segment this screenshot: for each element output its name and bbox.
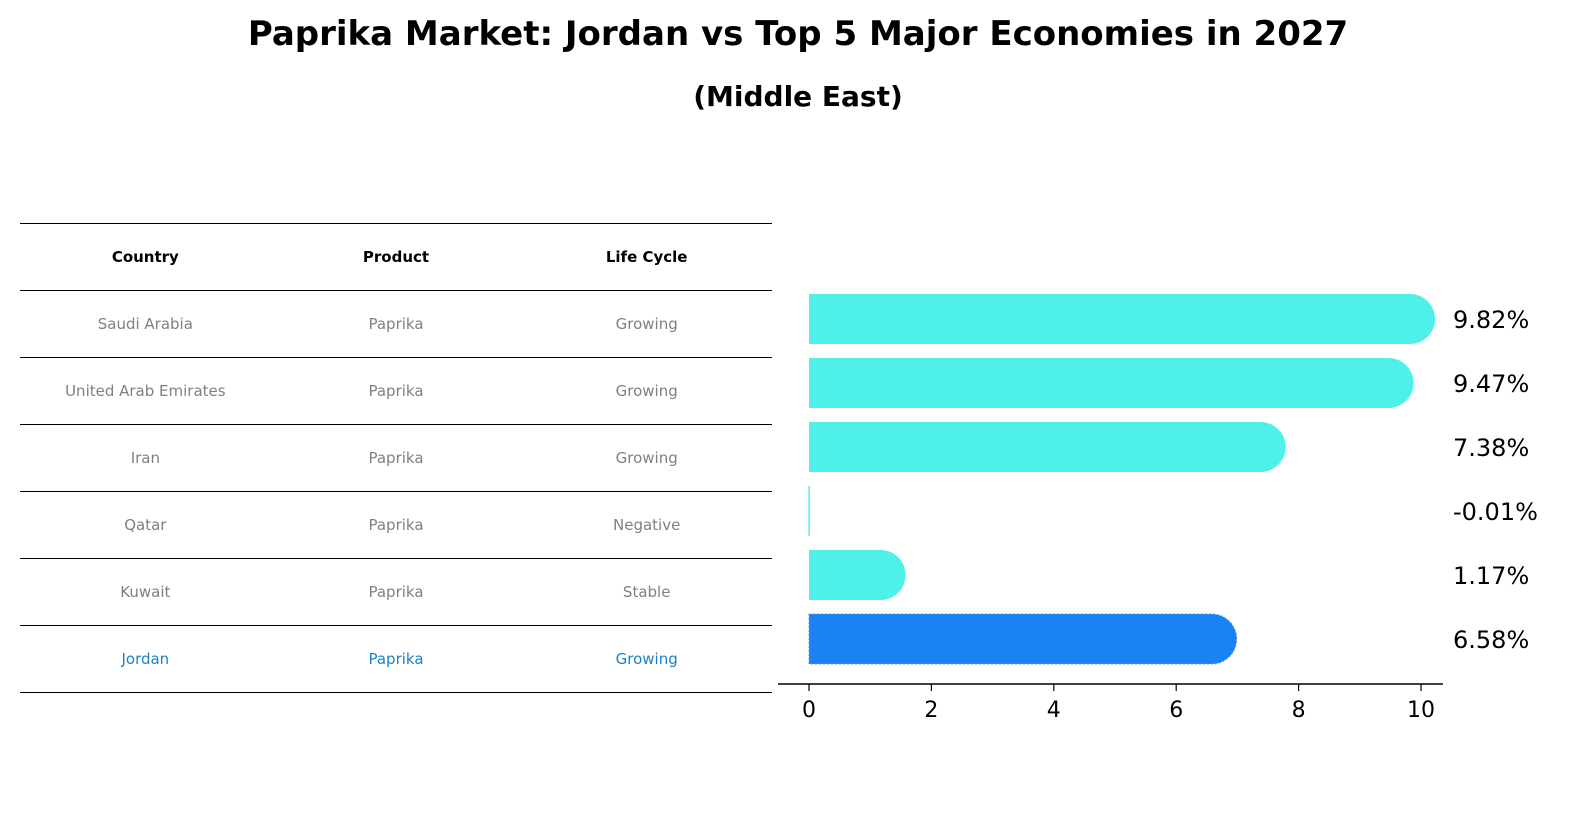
table-body: Saudi Arabia Paprika Growing United Arab Em…	[20, 290, 772, 693]
table-row: United Arab Emirates Paprika Growing	[20, 357, 772, 424]
x-tick-label: 6	[1169, 698, 1183, 723]
chart-subtitle: (Middle East)	[693, 80, 903, 113]
header-life-cycle: Life Cycle	[605, 248, 688, 266]
x-tick-label: 2	[924, 698, 938, 723]
table-cell-country: United Arab Emirates	[65, 382, 226, 400]
table-cell-life-cycle: Negative	[613, 516, 681, 534]
table-cell-life-cycle: Growing	[615, 382, 678, 400]
table-cell-country: Saudi Arabia	[97, 315, 193, 333]
bar-united-arab-emirates	[809, 358, 1414, 408]
table-cell-life-cycle: Growing	[615, 315, 678, 333]
bar-jordan	[808, 613, 1238, 665]
value-label: 6.58%	[1453, 626, 1529, 654]
header-product: Product	[362, 248, 430, 266]
table-cell-product: Paprika	[368, 583, 424, 601]
table-cell-product: Paprika	[368, 382, 424, 400]
table-cell-life-cycle: Growing	[615, 449, 678, 467]
value-label: 9.47%	[1453, 370, 1529, 398]
value-label: 7.38%	[1453, 434, 1529, 462]
x-tick-label: 0	[802, 698, 816, 723]
table-cell-life-cycle: Growing	[615, 650, 678, 668]
table-row: Kuwait Paprika Stable	[20, 558, 772, 625]
value-label: -0.01%	[1453, 498, 1538, 526]
x-tick-label: 10	[1407, 698, 1435, 723]
table-cell-country: Kuwait	[120, 583, 171, 601]
table-cell-product: Paprika	[368, 315, 424, 333]
table-cell-product: Paprika	[368, 516, 424, 534]
table-cell-product: Paprika	[368, 650, 424, 668]
table-row: Qatar Paprika Negative	[20, 491, 772, 558]
bar-qatar	[808, 486, 810, 536]
table-cell-country: Qatar	[124, 516, 167, 534]
x-axis: 0 2 4 6 8 10	[778, 683, 1443, 723]
value-label: 9.82%	[1453, 306, 1529, 334]
bars-group	[808, 294, 1435, 665]
chart-title: Paprika Market: Jordan vs Top 5 Major Ec…	[247, 14, 1349, 54]
table-row: Jordan Paprika Growing	[20, 625, 772, 693]
x-tick-label: 4	[1047, 698, 1061, 723]
table-cell-product: Paprika	[368, 449, 424, 467]
value-labels-group: 9.82% 9.47% 7.38% -0.01% 1.17% 6.58%	[1453, 306, 1538, 654]
bar-iran	[809, 422, 1286, 472]
value-label: 1.17%	[1453, 562, 1529, 590]
table-row: Saudi Arabia Paprika Growing	[20, 290, 772, 357]
bar-kuwait	[809, 550, 906, 600]
bar-saudi-arabia	[809, 294, 1435, 344]
table-cell-life-cycle: Stable	[622, 583, 671, 601]
data-table: Country Product Life Cycle Saudi Arabia P…	[20, 223, 772, 693]
table-header-row: Country Product Life Cycle	[20, 223, 772, 290]
table-row: Iran Paprika Growing	[20, 424, 772, 491]
table-cell-country: Jordan	[121, 650, 170, 668]
header-country: Country	[111, 248, 179, 266]
x-tick-label: 8	[1292, 698, 1306, 723]
table-cell-country: Iran	[130, 449, 160, 467]
